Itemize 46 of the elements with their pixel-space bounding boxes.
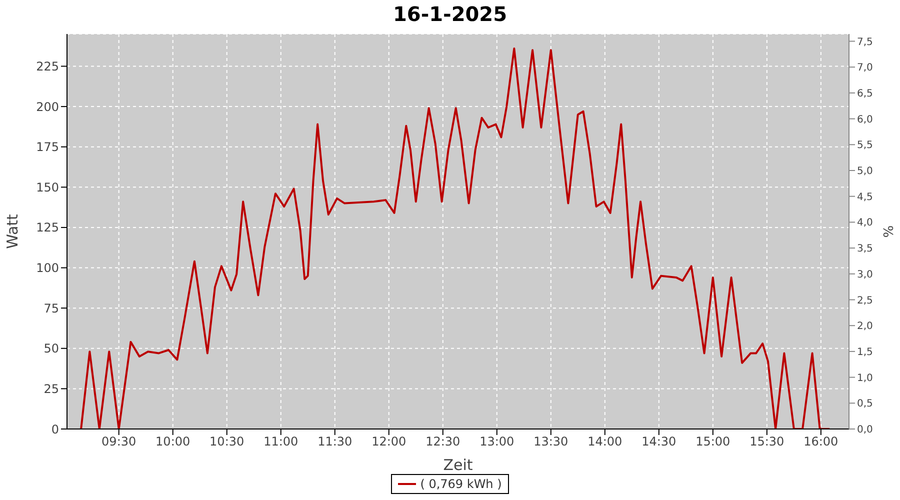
y2-axis-title: % (879, 225, 894, 238)
y-tick-label: 225 (36, 60, 59, 74)
x-tick-label: 15:30 (750, 434, 784, 449)
y2-tick-label: 7,0 (857, 62, 873, 74)
x-tick-label: 13:30 (534, 434, 568, 449)
y-tick-label: 25 (44, 382, 59, 396)
y2-tick-label: 7,5 (857, 36, 873, 48)
y-tick-label: 175 (36, 140, 59, 154)
x-axis-title: Zeit (443, 456, 473, 474)
y2-tick-label: 5,5 (857, 140, 873, 152)
y2-tick-label: 3,5 (857, 244, 873, 255)
y2-tick-label: 6,0 (857, 114, 873, 126)
y2-tick-label: 2,5 (857, 295, 873, 306)
y-tick-label: 200 (36, 100, 59, 114)
y2-tick-label: 4,0 (857, 218, 873, 229)
x-tick-label: 10:30 (210, 434, 244, 449)
x-tick-label: 12:30 (426, 434, 460, 449)
x-tick-label: 13:00 (480, 434, 514, 449)
x-tick-label: 15:00 (696, 434, 730, 449)
x-tick-label: 09:30 (102, 434, 136, 449)
y-tick-label: 125 (36, 220, 59, 235)
legend-label: ( 0,769 kWh ) (420, 477, 502, 491)
y2-tick-label: 2,0 (857, 321, 873, 332)
y2-tick-label: 0,5 (857, 398, 873, 410)
y2-tick-label: 5,0 (857, 166, 873, 178)
y-tick-label: 50 (44, 342, 59, 356)
x-tick-label: 14:00 (588, 434, 622, 449)
y-tick-label: 100 (36, 261, 59, 276)
x-tick-label: 10:00 (156, 434, 190, 449)
y2-tick-label: 4,5 (857, 192, 873, 203)
y2-tick-label: 0,0 (857, 424, 873, 436)
x-tick-label: 14:30 (642, 434, 676, 449)
y2-tick-label: 1,5 (857, 347, 873, 358)
x-tick-label: 12:00 (372, 434, 406, 449)
y2-tick-label: 3,0 (857, 269, 873, 280)
y-axis-title: Watt (3, 214, 22, 249)
y-tick-label: 75 (44, 301, 59, 316)
y2-tick-label: 1,0 (857, 372, 873, 384)
y2-tick-label: 6,5 (857, 88, 873, 100)
line-series (80, 48, 831, 429)
chart-title: 16-1-2025 (392, 2, 508, 26)
x-tick-label: 16:00 (804, 434, 838, 449)
y-tick-label: 0 (51, 422, 59, 436)
y-tick-label: 150 (36, 180, 59, 194)
x-tick-label: 11:00 (264, 434, 298, 449)
x-tick-label: 11:30 (318, 434, 352, 449)
